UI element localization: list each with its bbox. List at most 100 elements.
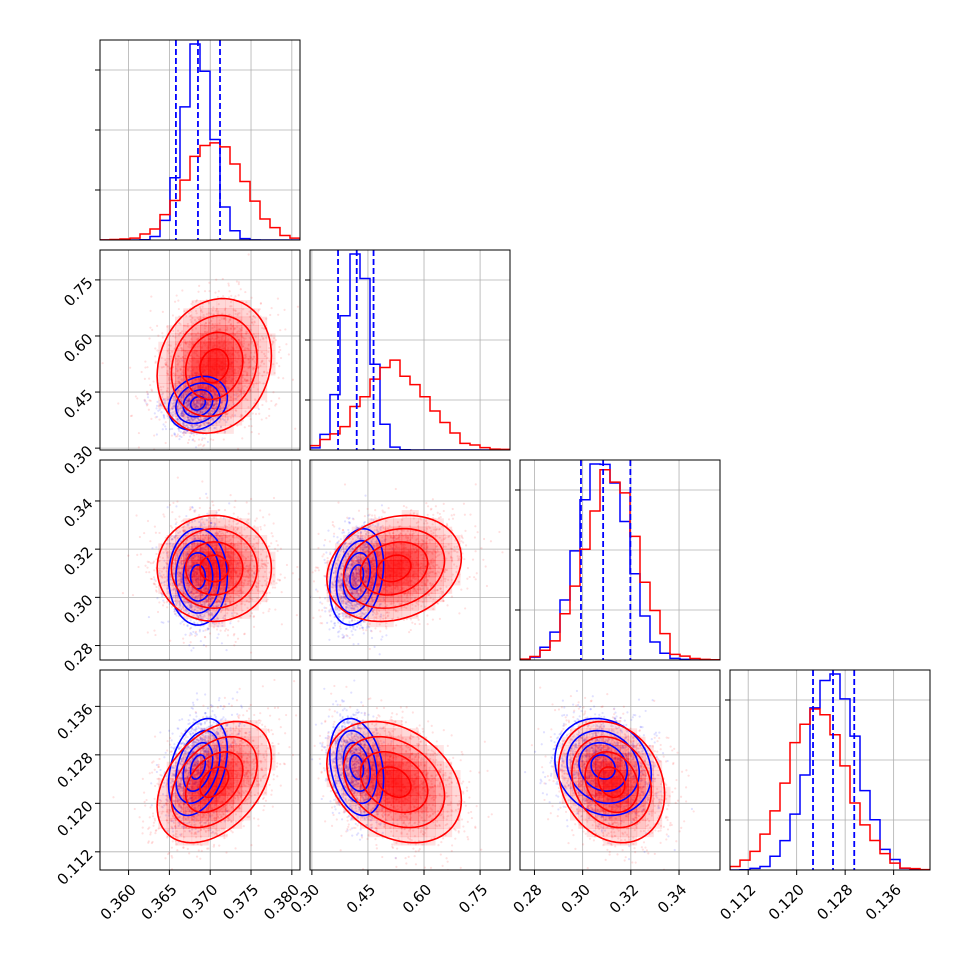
scatter-point <box>224 328 227 331</box>
scatter-point <box>158 408 162 411</box>
scatter-point <box>187 388 190 391</box>
scatter-point <box>189 626 193 629</box>
scatter-point <box>215 401 218 404</box>
scatter-point <box>199 443 202 446</box>
scatter-point <box>167 347 170 351</box>
scatter-point <box>262 611 265 614</box>
scatter-point <box>252 355 255 358</box>
scatter-point <box>176 360 179 363</box>
scatter-point <box>202 418 206 421</box>
scatter-point <box>199 309 202 313</box>
scatter-point <box>206 422 209 425</box>
scatter-point <box>193 417 196 420</box>
scatter-point <box>188 419 191 422</box>
scatter-point <box>159 402 162 406</box>
scatter-point <box>196 401 199 405</box>
scatter-point <box>248 336 251 339</box>
scatter-point <box>246 330 249 333</box>
scatter-point <box>240 392 243 395</box>
scatter-point <box>184 401 188 404</box>
scatter-point <box>200 308 203 312</box>
scatter-point <box>180 410 183 413</box>
scatter-point <box>242 308 245 311</box>
scatter-point <box>225 627 228 631</box>
scatter-point <box>252 314 255 318</box>
scatter-point <box>225 420 228 424</box>
scatter-point <box>168 376 171 380</box>
scatter-point <box>262 382 265 385</box>
scatter-point <box>248 310 251 313</box>
scatter-point <box>196 427 199 430</box>
scatter-point <box>219 425 223 428</box>
scatter-point <box>190 333 193 336</box>
scatter-point <box>193 440 196 443</box>
scatter-point <box>195 312 198 315</box>
scatter-point <box>181 359 184 362</box>
scatter-point <box>189 412 192 415</box>
scatter-point <box>204 406 207 410</box>
density-cell <box>158 375 168 384</box>
scatter-point <box>241 387 244 390</box>
scatter-point <box>177 355 180 358</box>
scatter-point <box>186 403 190 407</box>
scatter-point <box>194 405 197 408</box>
scatter-point <box>254 316 257 319</box>
scatter-point <box>193 403 196 407</box>
scatter-point <box>174 386 177 389</box>
scatter-point <box>214 402 218 406</box>
scatter-point <box>219 411 222 414</box>
scatter-point <box>250 342 253 345</box>
scatter-point <box>280 623 283 626</box>
scatter-point <box>184 456 186 458</box>
density-cell <box>208 300 218 309</box>
scatter-point <box>228 318 231 322</box>
scatter-point <box>164 362 167 365</box>
scatter-point <box>217 509 220 512</box>
scatter-point <box>186 441 190 444</box>
scatter-point <box>195 402 198 405</box>
scatter-point <box>135 514 138 517</box>
density-cell <box>241 366 251 376</box>
scatter-point <box>232 634 235 637</box>
scatter-point <box>168 382 172 385</box>
scatter-point <box>259 509 262 512</box>
scatter-point <box>175 367 178 370</box>
scatter-point <box>244 397 247 401</box>
scatter-point <box>219 328 222 331</box>
scatter-point <box>246 461 248 463</box>
scatter-point <box>256 367 259 370</box>
scatter-point <box>162 365 165 369</box>
scatter-point <box>274 608 277 611</box>
scatter-point <box>253 398 257 401</box>
scatter-point <box>284 328 287 331</box>
scatter-point <box>182 393 185 396</box>
scatter-point <box>189 417 192 420</box>
scatter-point <box>173 382 176 385</box>
scatter-point <box>226 405 229 408</box>
scatter-point <box>184 341 187 344</box>
scatter-point <box>216 329 219 332</box>
scatter-point <box>186 325 189 328</box>
scatter-point <box>213 465 215 467</box>
density-cell <box>233 325 243 334</box>
scatter-point <box>203 324 206 328</box>
scatter-point <box>291 572 294 575</box>
scatter-point <box>155 585 158 589</box>
scatter-point <box>227 629 230 632</box>
scatter-point <box>221 277 224 281</box>
scatter-point <box>204 321 207 325</box>
scatter-point <box>248 366 251 369</box>
scatter-point <box>261 359 264 362</box>
scatter-point <box>190 425 193 428</box>
scatter-point <box>291 378 295 381</box>
scatter-point <box>146 631 149 634</box>
scatter-point <box>193 403 197 406</box>
scatter-point <box>239 390 242 393</box>
histogram-panel-0 <box>95 39 301 241</box>
scatter-point <box>240 413 243 416</box>
scatter-point <box>245 374 248 377</box>
scatter-point <box>232 328 236 331</box>
scatter-point <box>174 343 178 346</box>
scatter-point <box>189 354 192 357</box>
